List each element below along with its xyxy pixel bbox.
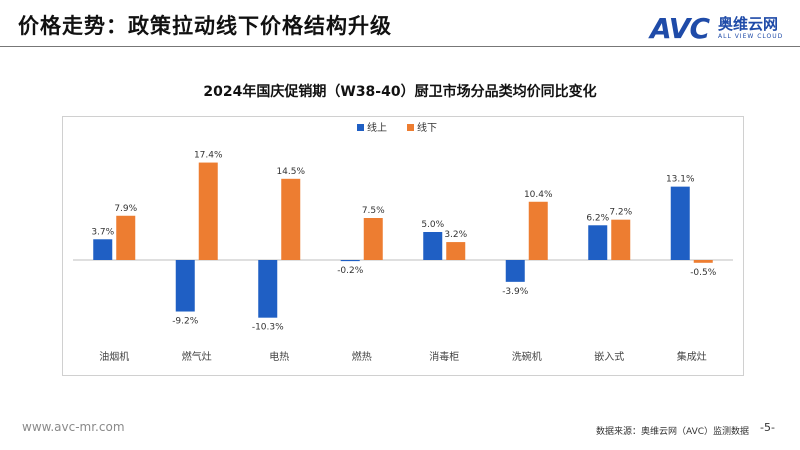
bar-offline: [446, 242, 466, 260]
data-label: 7.9%: [114, 204, 137, 214]
bar-online: [340, 260, 360, 262]
avc-logo: AVC 奥维云网 ALL VIEW CLOUD: [650, 12, 790, 45]
data-label: 7.5%: [362, 206, 385, 216]
data-label: 13.1%: [666, 175, 695, 185]
bar-online: [175, 260, 195, 312]
legend-label-1: 线下: [417, 121, 437, 134]
bar-online: [93, 239, 113, 260]
bar-online: [423, 232, 443, 260]
bar-offline: [116, 215, 136, 260]
title-divider: [0, 46, 800, 47]
data-label: -0.5%: [690, 268, 717, 278]
category-label: 电热: [269, 350, 289, 363]
bar-online: [588, 225, 608, 260]
category-label: 集成灶: [677, 350, 707, 363]
bar-offline: [198, 162, 218, 260]
data-label: 17.4%: [194, 151, 223, 161]
chart-title-area: 2024年国庆促销期（W38-40）厨卫市场分品类均价同比变化: [203, 83, 596, 100]
data-label: 7.2%: [609, 208, 632, 218]
bar-offline: [363, 218, 383, 260]
category-label: 消毒柜: [429, 350, 459, 363]
category-label: 洗碗机: [512, 350, 542, 363]
page-title: 价格走势：政策拉动线下价格结构升级: [18, 14, 392, 38]
legend-swatch-1: [407, 124, 414, 131]
logo-cn-name: 奥维云网: [718, 15, 779, 33]
data-label: -0.2%: [337, 266, 364, 276]
bar-online: [258, 260, 278, 318]
logo-en-name: ALL VIEW CLOUD: [718, 33, 784, 40]
data-label: -3.9%: [502, 287, 529, 297]
bar-offline: [528, 201, 548, 260]
data-label: -9.2%: [172, 317, 199, 327]
bar-offline: [611, 219, 631, 260]
footer-url: www.avc-mr.com: [22, 420, 125, 434]
data-label: -10.3%: [252, 323, 284, 333]
legend-label-0: 线上: [367, 121, 387, 134]
data-label: 3.2%: [444, 230, 467, 240]
logo-mark: AVC: [650, 12, 710, 45]
chart-title: 2024年国庆促销期（W38-40）厨卫市场分品类均价同比变化: [203, 83, 596, 100]
bar-chart: 线上 线下 3.7% 7.9% 油烟机 -9.2% 17.4% 燃气灶 -10.3% 14.5% 电…: [73, 121, 733, 363]
legend-swatch-0: [357, 124, 364, 131]
page-number: -5-: [760, 421, 775, 434]
chart-container: 线上 线下 3.7% 7.9% 油烟机 -9.2% 17.4% 燃气灶 -10.3% 14.5% 电…: [62, 116, 744, 376]
category-label: 燃热: [352, 350, 372, 363]
category-label: 嵌入式: [594, 350, 624, 363]
data-label: 10.4%: [524, 190, 553, 200]
category-label: 油烟机: [99, 350, 129, 363]
data-label: 3.7%: [91, 227, 114, 237]
bar-offline: [693, 260, 713, 263]
data-label: 14.5%: [276, 167, 305, 177]
footer-source: 数据来源：奥维云网（AVC）监测数据: [596, 427, 750, 437]
bar-online: [505, 260, 525, 282]
bar-online: [670, 186, 690, 260]
data-label: 6.2%: [586, 213, 609, 223]
bar-offline: [281, 178, 301, 260]
data-label: 5.0%: [421, 220, 444, 230]
category-label: 燃气灶: [182, 350, 212, 363]
